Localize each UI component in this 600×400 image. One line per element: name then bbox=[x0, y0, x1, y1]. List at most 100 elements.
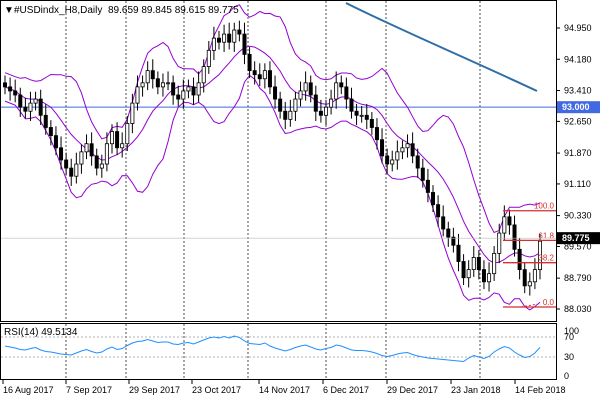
candle-body bbox=[115, 131, 120, 149]
candle-body bbox=[278, 98, 283, 112]
time-tick-label: 23 Jan 2018 bbox=[451, 385, 501, 395]
bollinger-bands bbox=[4, 4, 541, 311]
candle-body bbox=[334, 82, 339, 100]
fibonacci-trend-line bbox=[520, 303, 538, 308]
price-tags: 93.000 89.775 bbox=[1, 101, 600, 245]
price-tick-label: 93.410 bbox=[564, 86, 592, 96]
candle-body bbox=[43, 114, 48, 128]
candle-body bbox=[216, 37, 221, 43]
candle-body bbox=[395, 151, 400, 161]
price-tick-label: 91.110 bbox=[564, 179, 591, 189]
candle-body bbox=[466, 269, 471, 279]
rsi-level-lines bbox=[1, 336, 556, 358]
candle-body bbox=[89, 143, 94, 157]
candle-body bbox=[430, 192, 435, 206]
time-tick-label: 29 Sep 2017 bbox=[129, 385, 180, 395]
candle-body bbox=[150, 70, 155, 80]
candle-body bbox=[512, 224, 517, 250]
candle-body bbox=[323, 106, 328, 116]
rsi-tick-label: 0 bbox=[564, 371, 569, 381]
candle-body bbox=[79, 151, 84, 165]
level-price-tag-text: 93.000 bbox=[562, 102, 590, 112]
candle-body bbox=[74, 163, 79, 177]
candle-body bbox=[522, 269, 527, 287]
candle-body bbox=[507, 216, 512, 226]
candle-body bbox=[257, 74, 262, 80]
candle-body bbox=[48, 127, 53, 137]
candle-body bbox=[130, 102, 135, 124]
candle-body bbox=[456, 244, 461, 262]
candle-body bbox=[38, 98, 43, 116]
rsi-subwindow-frame bbox=[0, 323, 557, 380]
candle-body bbox=[451, 236, 456, 246]
candle-body bbox=[242, 33, 247, 55]
candle-body bbox=[222, 33, 227, 43]
candle-body bbox=[252, 70, 257, 76]
candle-body bbox=[471, 257, 476, 271]
candle-body bbox=[436, 204, 441, 218]
level-price-tag bbox=[557, 101, 600, 114]
candle-body bbox=[145, 70, 150, 84]
candle-body bbox=[181, 90, 186, 100]
candle-body bbox=[120, 143, 125, 149]
bollinger-middle-band bbox=[4, 45, 541, 264]
candle-body bbox=[237, 29, 242, 35]
price-tick-label: 88.790 bbox=[564, 273, 592, 283]
candle-body bbox=[385, 155, 390, 165]
candle-body bbox=[176, 94, 181, 100]
candle-body bbox=[303, 82, 308, 92]
candle-body bbox=[171, 82, 176, 96]
candle-body bbox=[104, 143, 109, 165]
candle-body bbox=[3, 82, 8, 88]
candle-body bbox=[502, 216, 507, 234]
price-tick-label: 91.870 bbox=[564, 148, 592, 158]
candle-body bbox=[206, 49, 211, 67]
candle-body bbox=[94, 155, 99, 169]
candle-body bbox=[349, 98, 354, 112]
candle-body bbox=[59, 147, 64, 161]
price-tick-label: 94.180 bbox=[564, 54, 592, 64]
candle-body bbox=[211, 37, 216, 51]
candle-body bbox=[492, 252, 497, 275]
price-axis: 94.950 94.180 93.410 92.650 91.870 91.110 90.3… bbox=[556, 23, 592, 314]
main-chart-frame bbox=[0, 0, 557, 322]
rsi-tick-label: 70 bbox=[564, 332, 574, 342]
time-tick-label: 14 Nov 2017 bbox=[259, 385, 310, 395]
candle-body bbox=[227, 33, 232, 43]
candle-body bbox=[28, 102, 33, 112]
time-tick-label: 16 Aug 2017 bbox=[3, 385, 54, 395]
candle-body bbox=[160, 82, 165, 88]
rsi-tick-label: 30 bbox=[564, 352, 574, 362]
candle-body bbox=[8, 86, 13, 92]
candle-body bbox=[293, 98, 298, 112]
price-tick-label: 92.650 bbox=[564, 116, 592, 126]
candle-body bbox=[481, 269, 486, 283]
candle-body bbox=[125, 123, 130, 145]
candle-body bbox=[354, 110, 359, 116]
candle-body bbox=[359, 114, 364, 117]
candle-body bbox=[13, 90, 18, 96]
fibonacci-level-label: 100.0 bbox=[534, 202, 555, 211]
fibonacci-retracement[interactable]: 100.0 61.8 38.2 0.0 bbox=[503, 202, 556, 308]
candle-body bbox=[405, 143, 410, 149]
candle-body bbox=[532, 269, 537, 283]
price-tick-label: 89.570 bbox=[564, 241, 592, 251]
candle-body bbox=[410, 143, 415, 157]
candle-body bbox=[374, 127, 379, 141]
candle-body bbox=[166, 82, 171, 85]
candle-body bbox=[140, 82, 145, 88]
candle-body bbox=[344, 86, 349, 100]
candle-body bbox=[99, 163, 104, 169]
candle-body bbox=[110, 131, 115, 145]
candle-body bbox=[191, 86, 196, 96]
candle-body bbox=[400, 147, 405, 153]
candle-body bbox=[318, 110, 323, 116]
candle-body bbox=[283, 110, 288, 120]
candle-body bbox=[461, 261, 466, 279]
candle-body bbox=[369, 118, 374, 128]
time-tick-label: 6 Dec 2017 bbox=[323, 385, 369, 395]
candle-body bbox=[538, 240, 543, 271]
